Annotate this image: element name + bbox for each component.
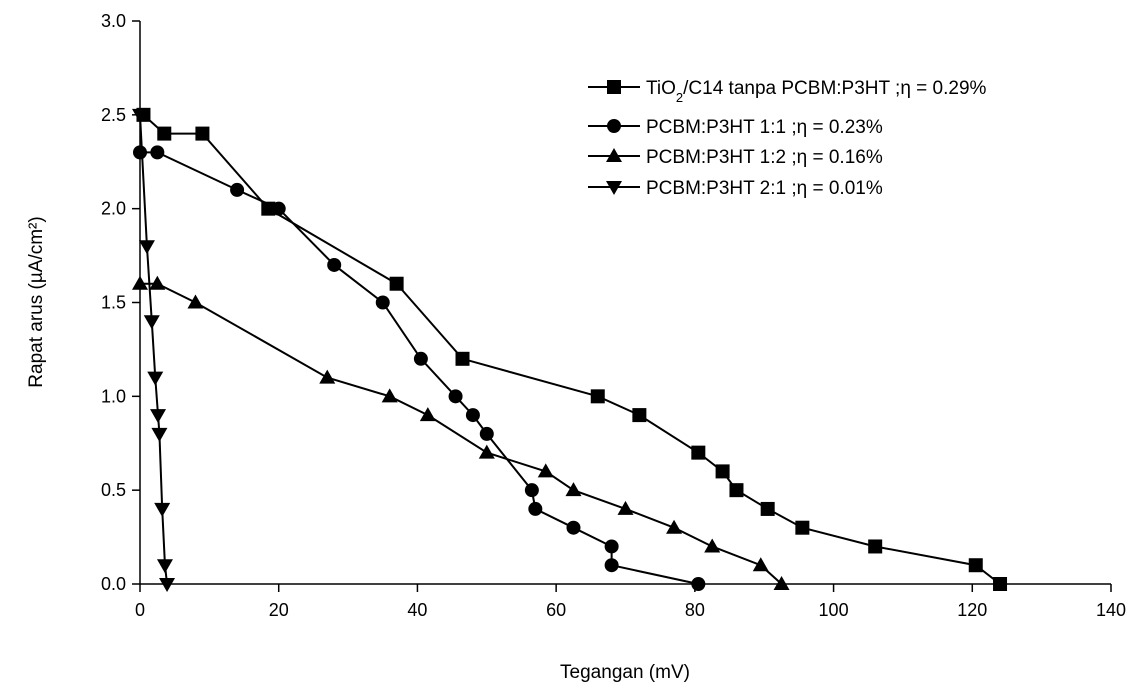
- x-tick-label: 140: [1096, 600, 1126, 620]
- data-point: [528, 501, 543, 516]
- data-point: [327, 257, 342, 272]
- ticks: 0 20 40 60 80 100 120 140 0.0 0.5 1.0 1.5 2.0 2.5 3.0: [101, 11, 1126, 620]
- y-tick-label: 0.0: [101, 574, 126, 594]
- data-point: [565, 482, 582, 497]
- y-tick-label: 2.0: [101, 199, 126, 219]
- data-point: [132, 108, 148, 123]
- data-point: [604, 558, 619, 573]
- data-point: [795, 520, 810, 535]
- data-point: [715, 464, 730, 479]
- x-tick-label: 60: [546, 600, 566, 620]
- y-tick-label: 3.0: [101, 11, 126, 31]
- data-point: [704, 538, 721, 553]
- data-point: [151, 427, 168, 442]
- x-tick-label: 40: [407, 600, 427, 620]
- data-point: [465, 408, 480, 423]
- x-tick-label: 100: [819, 600, 849, 620]
- series-1: [136, 107, 1008, 591]
- x-axis-label: Tegangan (mV): [560, 662, 690, 683]
- data-point: [868, 539, 883, 554]
- data-point: [230, 182, 245, 197]
- data-point: [524, 483, 539, 498]
- x-tick-label: 20: [269, 600, 289, 620]
- data-point: [617, 500, 634, 515]
- y-axis-label: Rapat arus (µA/cm²): [26, 216, 47, 387]
- data-point: [419, 407, 436, 422]
- legend-marker: [607, 80, 621, 94]
- data-point: [691, 445, 706, 460]
- legend-label: TiO2/C14 tanpa PCBM:P3HT ;η = 0.29%: [646, 78, 987, 105]
- data-point: [691, 577, 706, 591]
- data-point: [157, 126, 172, 141]
- data-point: [143, 315, 160, 330]
- series-line: [140, 151, 699, 585]
- legend-marker: [606, 181, 622, 195]
- data-point: [729, 483, 744, 498]
- y-tick-label: 1.5: [101, 293, 126, 313]
- x-tick-label: 120: [957, 600, 987, 620]
- series-line: [142, 114, 1001, 585]
- legend-label: PCBM:P3HT 1:1 ;η = 0.23%: [646, 117, 883, 138]
- data-point: [156, 559, 173, 574]
- y-tick-label: 0.5: [101, 480, 126, 500]
- data-point: [604, 539, 619, 554]
- series-3: [132, 275, 790, 590]
- data-point: [448, 389, 463, 404]
- data-point: [479, 426, 494, 441]
- data-point: [590, 389, 605, 404]
- data-point: [632, 408, 647, 423]
- data-point: [132, 275, 148, 290]
- data-point: [381, 388, 398, 403]
- data-point: [138, 240, 155, 255]
- data-point: [389, 276, 404, 291]
- data-point: [319, 369, 336, 384]
- data-point: [147, 371, 164, 386]
- legend-item: PCBM:P3HT 2:1 ;η = 0.01%: [588, 178, 883, 199]
- data-point: [133, 145, 147, 160]
- data-point: [271, 201, 286, 216]
- legend-label: PCBM:P3HT 2:1 ;η = 0.01%: [646, 178, 883, 199]
- x-tick-label: 80: [685, 600, 705, 620]
- legend-item: PCBM:P3HT 1:1 ;η = 0.23%: [588, 117, 883, 138]
- x-tick-label: 0: [135, 600, 145, 620]
- legend-item: PCBM:P3HT 1:2 ;η = 0.16%: [588, 147, 883, 168]
- series-2: [133, 145, 706, 591]
- data-point: [150, 145, 165, 160]
- data-point: [968, 558, 983, 573]
- data-point: [455, 351, 470, 366]
- data-point: [478, 444, 495, 459]
- legend-item: TiO2/C14 tanpa PCBM:P3HT ;η = 0.29%: [588, 78, 987, 105]
- data-point: [752, 557, 769, 572]
- data-point: [159, 578, 176, 592]
- data-point: [154, 502, 171, 517]
- data-point: [993, 577, 1008, 591]
- data-point: [566, 520, 581, 535]
- series-4: [132, 108, 176, 592]
- data-point: [195, 126, 210, 141]
- legend: TiO2/C14 tanpa PCBM:P3HT ;η = 0.29% PCBM:…: [588, 78, 987, 199]
- data-point: [666, 519, 683, 534]
- data-point: [375, 295, 390, 310]
- legend-marker: [607, 119, 621, 133]
- legend-label: PCBM:P3HT 1:2 ;η = 0.16%: [646, 147, 883, 168]
- series-line: [140, 282, 783, 585]
- data-point: [187, 294, 204, 309]
- data-point: [773, 576, 790, 590]
- axes: [139, 21, 1111, 585]
- data-point: [537, 463, 554, 478]
- data-point: [149, 275, 166, 290]
- data-point: [760, 501, 775, 516]
- series: [132, 107, 1008, 592]
- data-point: [413, 351, 428, 366]
- y-tick-label: 1.0: [101, 386, 126, 406]
- data-point: [150, 409, 167, 424]
- y-tick-label: 2.5: [101, 105, 126, 125]
- legend-marker: [606, 148, 622, 162]
